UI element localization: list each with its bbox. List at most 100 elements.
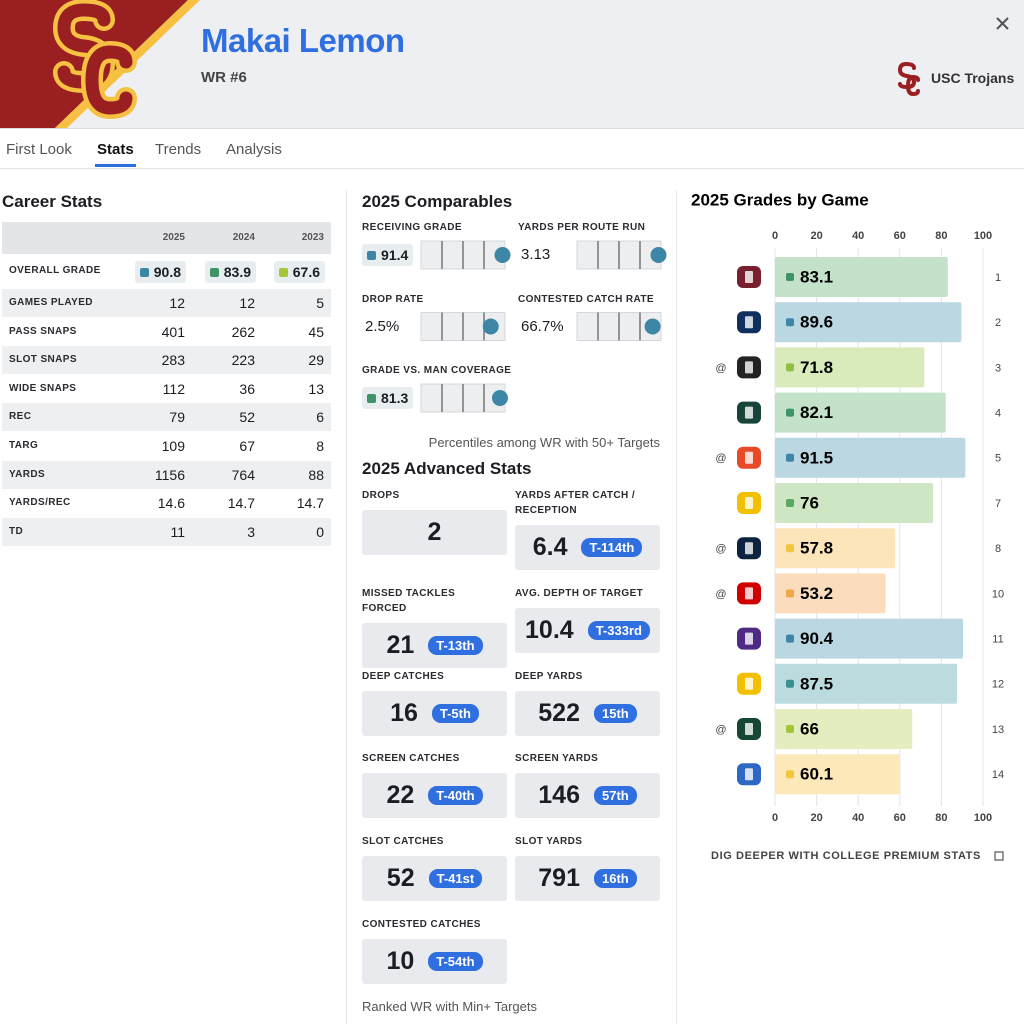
cell-value: 12 <box>169 295 185 311</box>
stat-label: MISSED TACKLES FORCED <box>362 588 456 614</box>
team-logo <box>52 0 137 120</box>
team-name: USC Trojans <box>931 70 1015 86</box>
value-label: 53.2 <box>800 584 833 603</box>
chart-title: 2025 Grades by Game <box>691 190 869 209</box>
stat-value: 52 <box>386 864 415 892</box>
row-label: GAMES PLAYED <box>9 297 93 308</box>
week-label: 3 <box>995 362 1001 374</box>
section-title: Career Stats <box>2 192 103 211</box>
bar <box>775 618 964 659</box>
tab[interactable]: Analysis <box>226 141 282 158</box>
metric-label: DROP RATE <box>362 293 424 305</box>
opponent-logo-detail <box>745 271 753 283</box>
bar-chip <box>786 408 794 417</box>
x-tick-label: 60 <box>894 812 906 824</box>
value-label: 83.1 <box>800 267 833 286</box>
stat-value: 146 <box>538 781 580 809</box>
grade-value: 67.6 <box>292 264 320 280</box>
cell-value: 0 <box>316 523 324 540</box>
row-label: OVERALL GRADE <box>9 265 101 276</box>
stat-value: 10 <box>386 947 415 975</box>
column-header: 2025 <box>162 232 185 243</box>
stat-label: SLOT CATCHES <box>362 836 444 847</box>
stat-value: 22 <box>386 781 415 809</box>
x-tick-label: 0 <box>772 812 778 824</box>
cell-value: 283 <box>161 352 185 369</box>
metric-label: YARDS PER ROUTE RUN <box>518 222 646 233</box>
team-icon <box>897 61 920 97</box>
stat-box: 52 T-41st <box>362 856 507 901</box>
cell-value: 1156 <box>154 466 185 483</box>
grade-color <box>139 267 149 277</box>
opponent-logo-detail <box>745 406 753 419</box>
tab[interactable]: Trends <box>155 141 202 158</box>
bar <box>775 709 913 749</box>
tab[interactable]: First Look <box>6 141 72 158</box>
section-title: 2025 Comparables <box>362 192 513 211</box>
grade-value: 83.9 <box>223 264 251 280</box>
bar-chip <box>786 589 794 598</box>
week-label: 12 <box>992 679 1004 691</box>
row-label: TD <box>9 525 24 537</box>
column-header: 2023 <box>301 232 324 243</box>
player-name: Makai Lemon <box>201 22 405 59</box>
cell-value: 5 <box>316 295 324 311</box>
row-bg <box>2 289 331 317</box>
opponent-logo-detail <box>745 316 753 329</box>
tab[interactable]: Stats <box>97 141 134 158</box>
row-label: TARG <box>9 440 39 451</box>
close-button[interactable] <box>996 17 1009 30</box>
column-header: 2024 <box>232 232 255 243</box>
bar <box>775 483 934 523</box>
cell-value: 36 <box>239 380 255 397</box>
cell-value: 14.7 <box>296 495 324 512</box>
stat-rank: 57th <box>593 786 637 805</box>
bar <box>775 573 886 614</box>
stat-box: 522 15th <box>515 691 660 736</box>
bar-chip <box>786 770 794 779</box>
bar <box>775 528 896 569</box>
stat-label: DEEP CATCHES <box>362 671 445 682</box>
week-label: 5 <box>995 453 1001 465</box>
cell-value: 29 <box>308 352 324 369</box>
percentile-dot <box>650 247 667 263</box>
stat-value: 6.4 <box>532 533 568 561</box>
bar-chip <box>786 363 794 372</box>
stat-rank: 15th <box>593 704 637 723</box>
week-label: 13 <box>992 724 1004 736</box>
cell-value: 88 <box>308 466 324 483</box>
metric-chip: 91.4 <box>362 244 414 266</box>
grade-chip: 90.8 <box>134 261 186 283</box>
venue-label: @ <box>715 362 726 374</box>
bar <box>775 663 957 704</box>
cell-value: 13 <box>308 380 324 397</box>
premium-link[interactable]: DIG DEEPER WITH COLLEGE PREMIUM STATS <box>711 850 981 862</box>
bar <box>775 392 946 433</box>
x-tick-label: 100 <box>974 812 992 824</box>
metric-label: CONTESTED CATCH RATE <box>518 293 654 305</box>
row-bg <box>2 517 331 546</box>
percentile-dot <box>491 390 508 406</box>
stat-rank: T-54th <box>428 952 483 971</box>
stat-box: 16 T-5th <box>362 691 507 736</box>
opponent-logo-detail <box>745 587 753 600</box>
bar <box>775 257 948 297</box>
venue-label: @ <box>715 724 726 736</box>
grade-color <box>278 267 288 277</box>
note: Percentiles among WR with 50+ Targets <box>428 435 660 450</box>
venue-label: @ <box>715 543 726 555</box>
row-bg <box>2 460 331 489</box>
x-tick-label: 20 <box>810 230 822 242</box>
cell-value: 14.6 <box>157 495 185 512</box>
metric-value: 66.7% <box>521 317 564 335</box>
week-label: 14 <box>992 769 1004 781</box>
stat-value: 2 <box>427 518 442 546</box>
cell-value: 45 <box>308 323 324 340</box>
opponent-logo-detail <box>745 632 753 645</box>
cell-value: 79 <box>169 409 185 426</box>
week-label: 2 <box>995 317 1001 329</box>
bar-chip <box>786 273 794 281</box>
bar-chip <box>786 544 794 553</box>
value-label: 71.8 <box>800 358 833 377</box>
value-label: 60.1 <box>800 765 833 784</box>
